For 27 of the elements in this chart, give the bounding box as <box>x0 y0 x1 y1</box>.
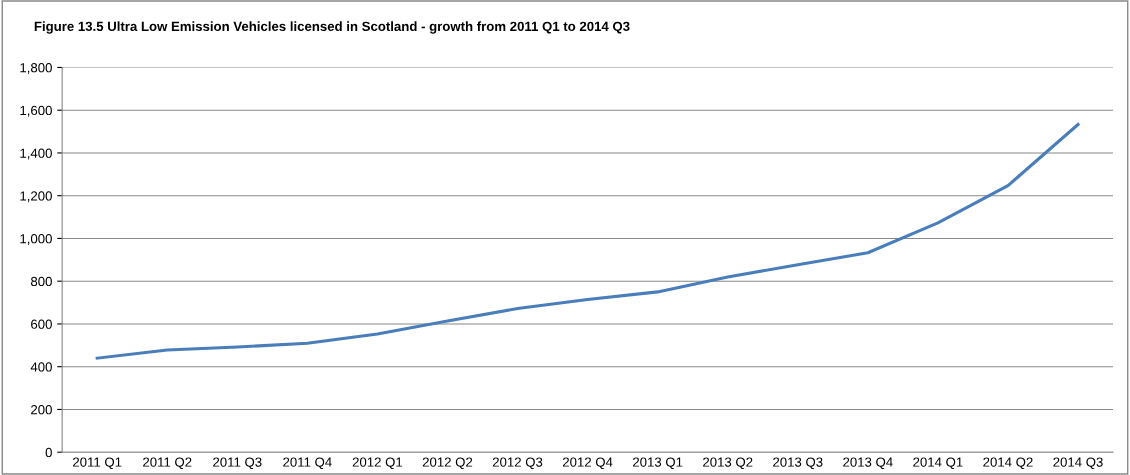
y-tick-label: 1,800 <box>20 63 52 74</box>
x-tick-label: 2013 Q3 <box>773 457 823 470</box>
y-tick-label: 200 <box>31 405 52 415</box>
y-tick-label: 800 <box>30 276 52 287</box>
x-tick-label: 2012 Q4 <box>562 457 613 470</box>
x-tick-label: 2011 Q2 <box>143 457 192 470</box>
y-tick-label: 600 <box>31 319 52 329</box>
y-tick-label: 1,000 <box>20 234 52 245</box>
x-tick-label: 2011 Q3 <box>213 457 262 470</box>
x-tick-label: 2014 Q1 <box>913 457 963 470</box>
x-tick-label: 2013 Q1 <box>633 457 683 470</box>
x-tick-label: 2012 Q2 <box>422 457 473 470</box>
y-tick-label: 1,600 <box>20 105 52 117</box>
x-tick-label: 2012 Q3 <box>492 457 543 470</box>
x-tick-label: 2011 Q1 <box>73 457 122 470</box>
line-series <box>95 122 1080 360</box>
x-tick-label: 2013 Q4 <box>843 457 893 470</box>
x-tick-label: 2012 Q1 <box>352 457 403 470</box>
y-tick-label: 1,200 <box>20 191 52 203</box>
y-tick-label: 0 <box>45 447 52 458</box>
chart-title: Figure 13.5 Ultra Low Emission Vehicles licensed in Scotland - growth from 2011 Q1 to 2014 Q3 <box>34 21 630 34</box>
y-tick-label: 400 <box>30 362 52 372</box>
x-tick-label: 2014 Q2 <box>983 457 1033 470</box>
x-tick-label: 2011 Q4 <box>283 457 332 470</box>
x-tick-label: 2013 Q2 <box>703 457 753 470</box>
y-tick-label: 1,400 <box>20 148 52 160</box>
x-tick-label: 2014 Q3 <box>1053 457 1103 470</box>
